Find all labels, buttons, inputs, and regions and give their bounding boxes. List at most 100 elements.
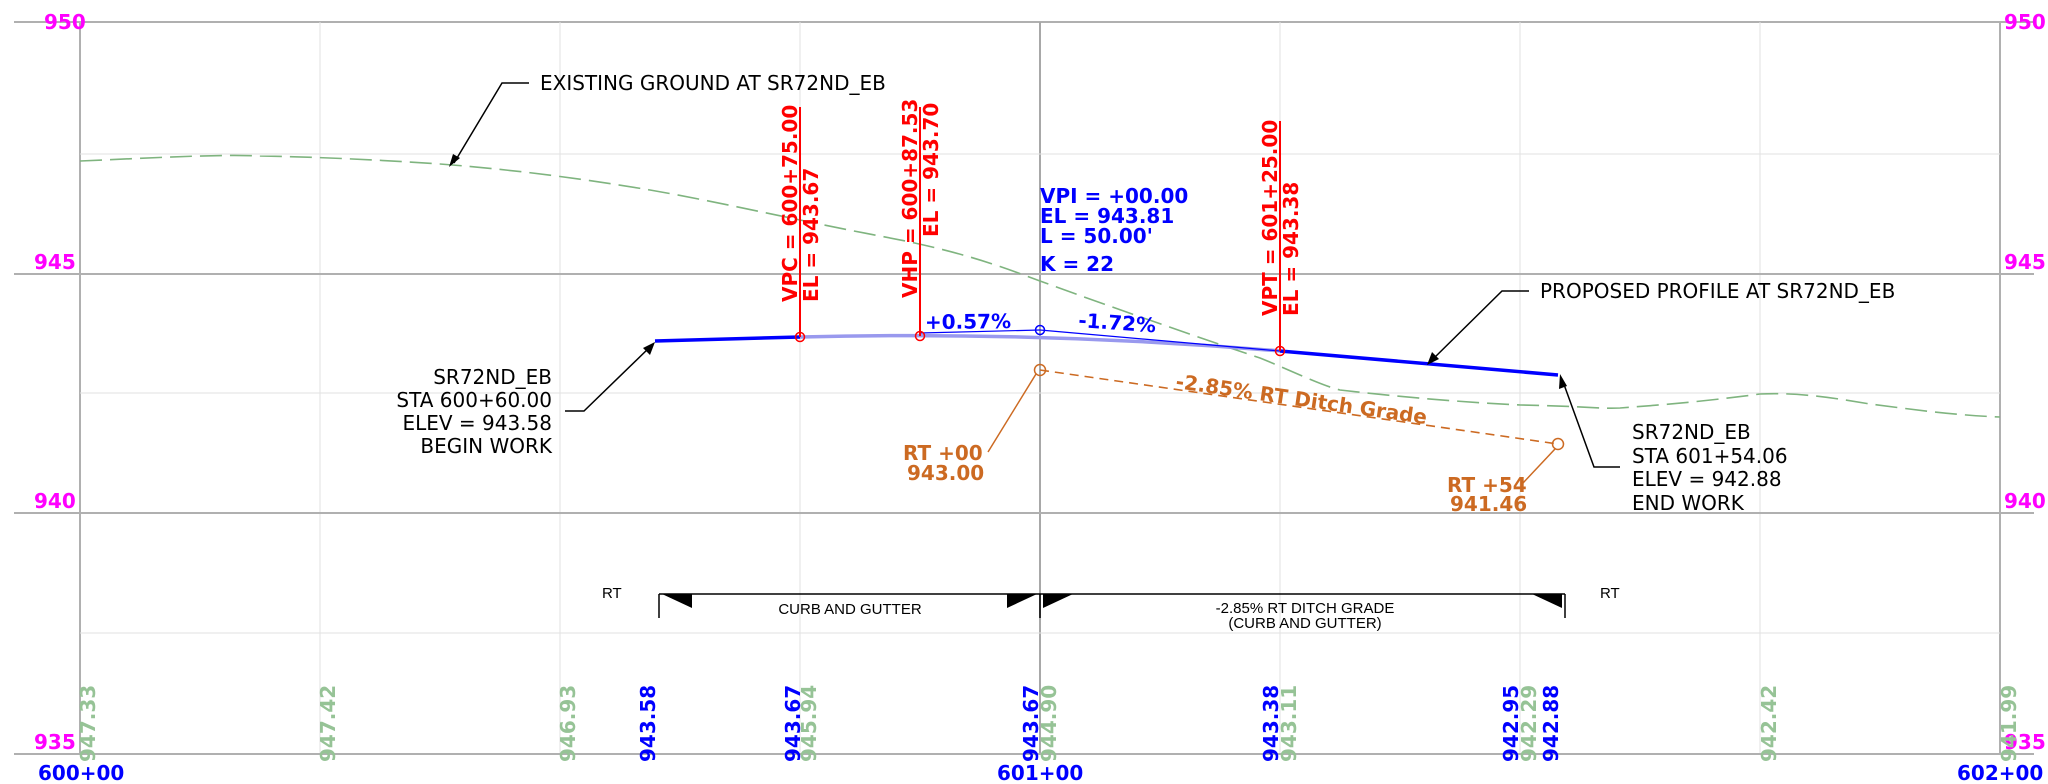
end-work-line1: SR72ND_EB <box>1632 420 1751 444</box>
ditch-start-point <box>1033 363 1047 377</box>
band-arrow-icon <box>662 594 692 608</box>
proposed-profile <box>654 324 1559 377</box>
existing-elevation-value: 944.90 <box>1037 685 1061 762</box>
arrowhead-icon <box>643 342 655 355</box>
arrowhead-icon <box>1427 352 1439 365</box>
existing-ground-leader <box>453 82 529 164</box>
ditch-end-leader <box>1522 448 1556 484</box>
band-curb-label: CURB AND GUTTER <box>778 601 922 618</box>
ditch-end-offset: RT +54 <box>1447 473 1527 497</box>
existing-elevation-readouts: 947.33 947.42 946.93 945.94 944.90 943.1… <box>76 685 2021 762</box>
proposed-elevation-value: 943.67 <box>781 685 805 762</box>
station-axis: 600+00 601+00 602+00 <box>38 761 2043 784</box>
existing-elevation-value: 942.42 <box>1757 685 1781 762</box>
vpi-k-value: K = 22 <box>1040 252 1114 276</box>
ditch-start-offset: RT +00 <box>903 441 983 465</box>
band-rt-left: RT <box>602 585 622 602</box>
existing-elevation-value: 946.93 <box>556 685 580 762</box>
elevation-label-940-right: 940 <box>2004 489 2046 513</box>
band-arrow-icon <box>1007 594 1037 608</box>
vpt-station-label: VPT = 601+25.00 <box>1258 120 1282 316</box>
vhp-station-label: VHP = 600+87.53 <box>898 99 922 298</box>
begin-work-line4: BEGIN WORK <box>420 434 552 458</box>
grade-out-label: -1.72% <box>1078 308 1157 337</box>
proposed-grade-in <box>654 335 801 343</box>
band-arrow-icon <box>1532 594 1562 608</box>
elevation-label-945-right: 945 <box>2004 250 2046 274</box>
ditch-grade: -2.85% RT Ditch Grade RT +00 943.00 RT +… <box>903 363 1565 516</box>
proposed-elevation-value: 943.67 <box>1019 685 1043 762</box>
vpc-elevation-label: EL = 943.67 <box>799 168 823 302</box>
elevation-label-945: 945 <box>34 250 76 274</box>
grade-in-label: +0.57% <box>925 309 1011 334</box>
proposed-grade-out <box>1279 349 1559 377</box>
vpt-elevation-label: EL = 943.38 <box>1279 182 1303 316</box>
vpi-elevation: EL = 943.81 <box>1040 204 1174 228</box>
vhp-elevation-label: EL = 943.70 <box>919 103 943 237</box>
vpi-point <box>1034 324 1046 336</box>
begin-work-line1: SR72ND_EB <box>433 365 552 389</box>
ditch-start-leader <box>987 373 1037 453</box>
begin-work-callout: SR72ND_EB STA 600+60.00 ELEV = 943.58 BE… <box>396 342 655 458</box>
begin-work-leader <box>565 345 652 412</box>
ditch-end-point <box>1551 437 1565 451</box>
vertical-curve <box>799 333 1281 353</box>
station-label-601: 601+00 <box>997 761 1083 784</box>
ditch-grade-label: -2.85% RT Ditch Grade <box>1174 369 1428 429</box>
proposed-elevation-readouts: 943.58 943.67 943.67 943.38 942.95 942.8… <box>636 685 1563 762</box>
elevation-axis-left: 950 945 940 935 <box>34 10 86 754</box>
tangent-out <box>1039 329 1281 352</box>
existing-elevation-value: 945.94 <box>797 685 821 762</box>
section-band: RT RT CURB AND GUTTER -2.85% RT DITCH GR… <box>602 585 1620 632</box>
band-rt-right: RT <box>1600 585 1620 602</box>
begin-work-line2: STA 600+60.00 <box>396 388 552 412</box>
end-work-line4: END WORK <box>1632 491 1745 515</box>
band-ditch-line1: -2.85% RT DITCH GRADE <box>1216 600 1395 617</box>
vpc-station-label: VPC = 600+75.00 <box>778 105 802 302</box>
vpt-marker: VPT = 601+25.00 EL = 943.38 <box>1258 120 1303 351</box>
vpi-length: L = 50.00' <box>1040 224 1153 248</box>
existing-ground-line <box>79 154 2001 418</box>
ditch-end-elevation: 941.46 <box>1450 492 1527 516</box>
arrowhead-icon <box>449 154 460 167</box>
elevation-label-935: 935 <box>34 730 76 754</box>
vhp-marker: VHP = 600+87.53 EL = 943.70 <box>898 99 943 336</box>
existing-elevation-value: 941.99 <box>1997 685 2021 762</box>
proposed-profile-callout: PROPOSED PROFILE AT SR72ND_EB <box>1427 279 1895 365</box>
vpi-station: VPI = +00.00 <box>1040 184 1188 208</box>
elevation-label-950-right: 950 <box>2004 10 2046 34</box>
end-work-callout: SR72ND_EB STA 601+54.06 ELEV = 942.88 EN… <box>1559 374 1788 515</box>
station-label-600: 600+00 <box>38 761 124 784</box>
elevation-label-940: 940 <box>34 489 76 513</box>
end-work-line2: STA 601+54.06 <box>1632 444 1788 468</box>
proposed-profile-label: PROPOSED PROFILE AT SR72ND_EB <box>1540 279 1895 303</box>
proposed-elevation-value: 942.88 <box>1539 685 1563 762</box>
ditch-start-elevation: 943.00 <box>907 461 984 485</box>
proposed-elevation-value: 942.95 <box>1499 685 1523 762</box>
existing-elevation-value: 947.33 <box>76 685 100 762</box>
station-label-602: 602+00 <box>1957 761 2043 784</box>
elevation-label-950: 950 <box>44 10 86 34</box>
arrowhead-icon <box>1559 374 1567 389</box>
proposed-elevation-value: 943.38 <box>1259 685 1283 762</box>
existing-elevation-value: 947.42 <box>316 685 340 762</box>
band-ditch-line2: (CURB AND GUTTER) <box>1228 615 1381 632</box>
vpc-marker: VPC = 600+75.00 EL = 943.67 <box>778 105 823 337</box>
grid <box>14 21 2034 755</box>
existing-elevation-value: 943.11 <box>1277 685 1301 762</box>
proposed-elevation-value: 943.58 <box>636 685 660 762</box>
existing-elevation-value: 942.29 <box>1517 685 1541 762</box>
ditch-grade-line <box>1039 369 1559 445</box>
tangent-in <box>919 329 1041 334</box>
elevation-label-935-right: 935 <box>2004 730 2046 754</box>
existing-ground-callout: EXISTING GROUND AT SR72ND_EB <box>449 71 886 167</box>
existing-ground-label: EXISTING GROUND AT SR72ND_EB <box>540 71 886 95</box>
proposed-profile-leader <box>1430 290 1529 362</box>
band-arrow-icon <box>1043 594 1073 608</box>
end-work-line3: ELEV = 942.88 <box>1632 467 1782 491</box>
elevation-axis-right: 950 945 940 935 <box>2004 10 2046 754</box>
end-work-leader <box>1561 378 1620 468</box>
vpi-label-block: VPI = +00.00 EL = 943.81 L = 50.00' K = … <box>1040 184 1188 276</box>
begin-work-line3: ELEV = 943.58 <box>402 411 552 435</box>
